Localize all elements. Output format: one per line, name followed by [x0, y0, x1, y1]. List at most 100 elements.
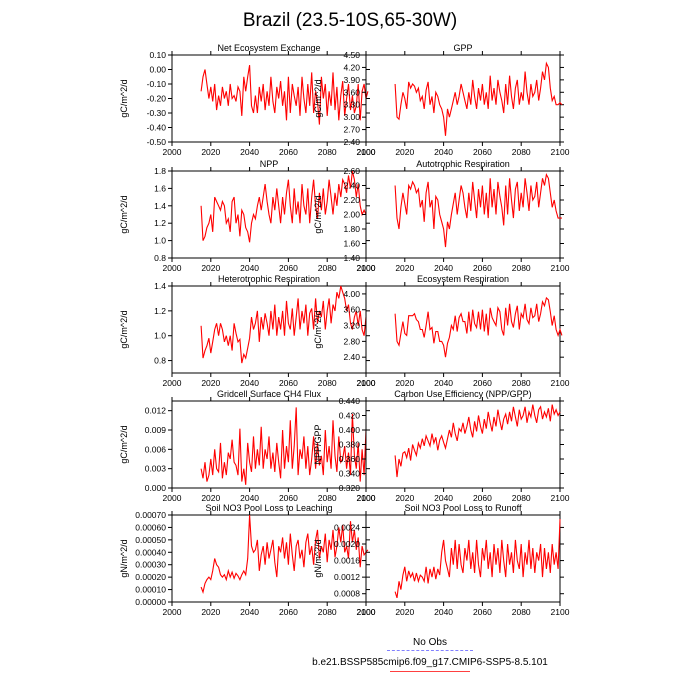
y-tick-label: 0.0020	[334, 539, 360, 549]
y-axis-label: gC/m^2/d	[119, 310, 129, 348]
x-tick-label: 2100	[551, 147, 570, 157]
x-tick-label: 2080	[512, 493, 531, 503]
plot-frame	[365, 170, 561, 259]
plot-frame	[365, 514, 561, 603]
series-line	[394, 296, 563, 358]
y-tick-label: 3.90	[343, 75, 360, 85]
y-tick-label: 0.00040	[135, 547, 166, 557]
x-tick-label: 2060	[279, 263, 298, 273]
legend-obs-line	[387, 650, 473, 651]
chart-panel: GPP gC/m^2/d 2.40 2.70 3.00 3.30 3.60 3.90 4.20 4…	[313, 43, 570, 157]
y-tick-label: 0.380	[339, 440, 361, 450]
series-line	[200, 65, 369, 125]
x-tick-label: 2060	[473, 493, 492, 503]
y-tick-label: 0.10	[149, 50, 166, 60]
x-tick-label: 2040	[240, 607, 259, 617]
panel-title: Soil NO3 Pool Loss to Leaching	[205, 503, 332, 513]
x-tick-label: 2100	[551, 378, 570, 388]
y-axis-label: gC/m^2/d	[119, 195, 129, 233]
x-tick-label: 2100	[551, 263, 570, 273]
panel-title: GPP	[453, 43, 472, 53]
y-tick-label: 0.340	[339, 469, 361, 479]
x-tick-label: 2020	[201, 263, 220, 273]
x-tick-label: 2000	[357, 378, 376, 388]
plot-frame	[365, 54, 561, 143]
y-tick-label: 0.003	[145, 464, 167, 474]
x-tick-label: 2020	[395, 147, 414, 157]
y-tick-label: 1.60	[343, 239, 360, 249]
x-tick-label: 2080	[318, 607, 337, 617]
y-tick-label: 1.0	[154, 236, 166, 246]
chart-panel: Carbon Use Efficiency (NPP/GPP) NPP/GPP 0.…	[313, 389, 570, 503]
x-tick-label: 2060	[473, 263, 492, 273]
y-tick-label: 1.80	[343, 224, 360, 234]
y-tick-label: 0.00070	[135, 510, 166, 520]
y-tick-label: 1.2	[154, 218, 166, 228]
chart-panel: NPP gC/m^2/d 0.8 1.0 1.2 1.4 1.6 1.8 2000 2020 204…	[119, 159, 376, 273]
y-tick-label: 1.40	[343, 253, 360, 263]
x-tick-label: 2040	[434, 607, 453, 617]
y-axis-label: NPP/GPP	[313, 424, 323, 464]
x-tick-label: 2100	[551, 493, 570, 503]
x-tick-label: 2060	[279, 493, 298, 503]
y-tick-label: -0.40	[147, 123, 167, 133]
y-tick-label: -0.50	[147, 137, 167, 147]
x-tick-label: 2080	[512, 378, 531, 388]
y-tick-label: 2.80	[343, 336, 360, 346]
y-tick-label: 1.6	[154, 183, 166, 193]
y-tick-label: 1.8	[154, 166, 166, 176]
x-tick-label: 2020	[201, 378, 220, 388]
y-axis-label: gN/m^2/d	[119, 539, 129, 577]
x-tick-label: 2000	[163, 493, 182, 503]
y-tick-label: 1.4	[154, 281, 166, 291]
series-line	[200, 170, 367, 243]
y-tick-label: -0.20	[147, 94, 167, 104]
x-tick-label: 2000	[163, 263, 182, 273]
y-tick-label: 0.420	[339, 411, 361, 421]
x-tick-label: 2100	[357, 607, 376, 617]
y-tick-label: -0.30	[147, 108, 167, 118]
chart-panel: Ecosystem Respiration gC/m^2/d 2.40 2.80 3.2…	[313, 274, 570, 388]
x-tick-label: 2060	[473, 607, 492, 617]
y-tick-label: 0.006	[145, 444, 167, 454]
x-tick-label: 2040	[240, 263, 259, 273]
y-tick-label: 0.009	[145, 425, 167, 435]
x-tick-label: 2020	[201, 607, 220, 617]
legend-obs-label: No Obs	[413, 637, 447, 648]
panel-title: Net Ecosystem Exchange	[217, 43, 320, 53]
x-tick-label: 2080	[512, 607, 531, 617]
y-tick-label: 2.60	[343, 166, 360, 176]
legend-case-label: b.e21.BSSP585cmip6.f09_g17.CMIP6-SSP5-8.…	[312, 657, 548, 668]
y-tick-label: 0.0016	[334, 556, 360, 566]
series-line	[394, 404, 561, 478]
y-tick-label: 3.30	[343, 100, 360, 110]
panel-title: Ecosystem Respiration	[417, 274, 509, 284]
y-tick-label: 0.400	[339, 425, 361, 435]
x-tick-label: 2020	[201, 147, 220, 157]
x-tick-label: 2100	[357, 493, 376, 503]
y-tick-label: 3.60	[343, 87, 360, 97]
y-tick-label: 2.00	[343, 210, 360, 220]
x-tick-label: 2060	[279, 147, 298, 157]
series-line	[200, 285, 367, 364]
panel-title: Heterotrophic Respiration	[218, 274, 320, 284]
x-tick-label: 2000	[357, 147, 376, 157]
x-tick-label: 2020	[395, 378, 414, 388]
series-line	[394, 61, 563, 136]
y-axis-label: gC/m^2/d	[313, 310, 323, 348]
x-tick-label: 2020	[395, 607, 414, 617]
y-tick-label: 3.20	[343, 321, 360, 331]
x-tick-label: 2000	[163, 147, 182, 157]
chart-panel: Net Ecosystem Exchange gC/m^2/d -0.50 -0.40…	[119, 43, 376, 157]
x-tick-label: 2000	[357, 263, 376, 273]
y-tick-label: 0.012	[145, 406, 167, 416]
panel-title: Carbon Use Efficiency (NPP/GPP)	[394, 389, 531, 399]
x-tick-label: 2040	[240, 378, 259, 388]
y-tick-label: 0.0024	[334, 522, 360, 532]
y-tick-label: 4.00	[343, 289, 360, 299]
x-tick-label: 2080	[318, 147, 337, 157]
y-tick-label: 1.4	[154, 201, 166, 211]
y-tick-label: 0.00000	[135, 597, 166, 607]
y-tick-label: 3.60	[343, 305, 360, 315]
chart-panel: Heterotrophic Respiration gC/m^2/d 0.8 1.0 1…	[119, 274, 376, 388]
